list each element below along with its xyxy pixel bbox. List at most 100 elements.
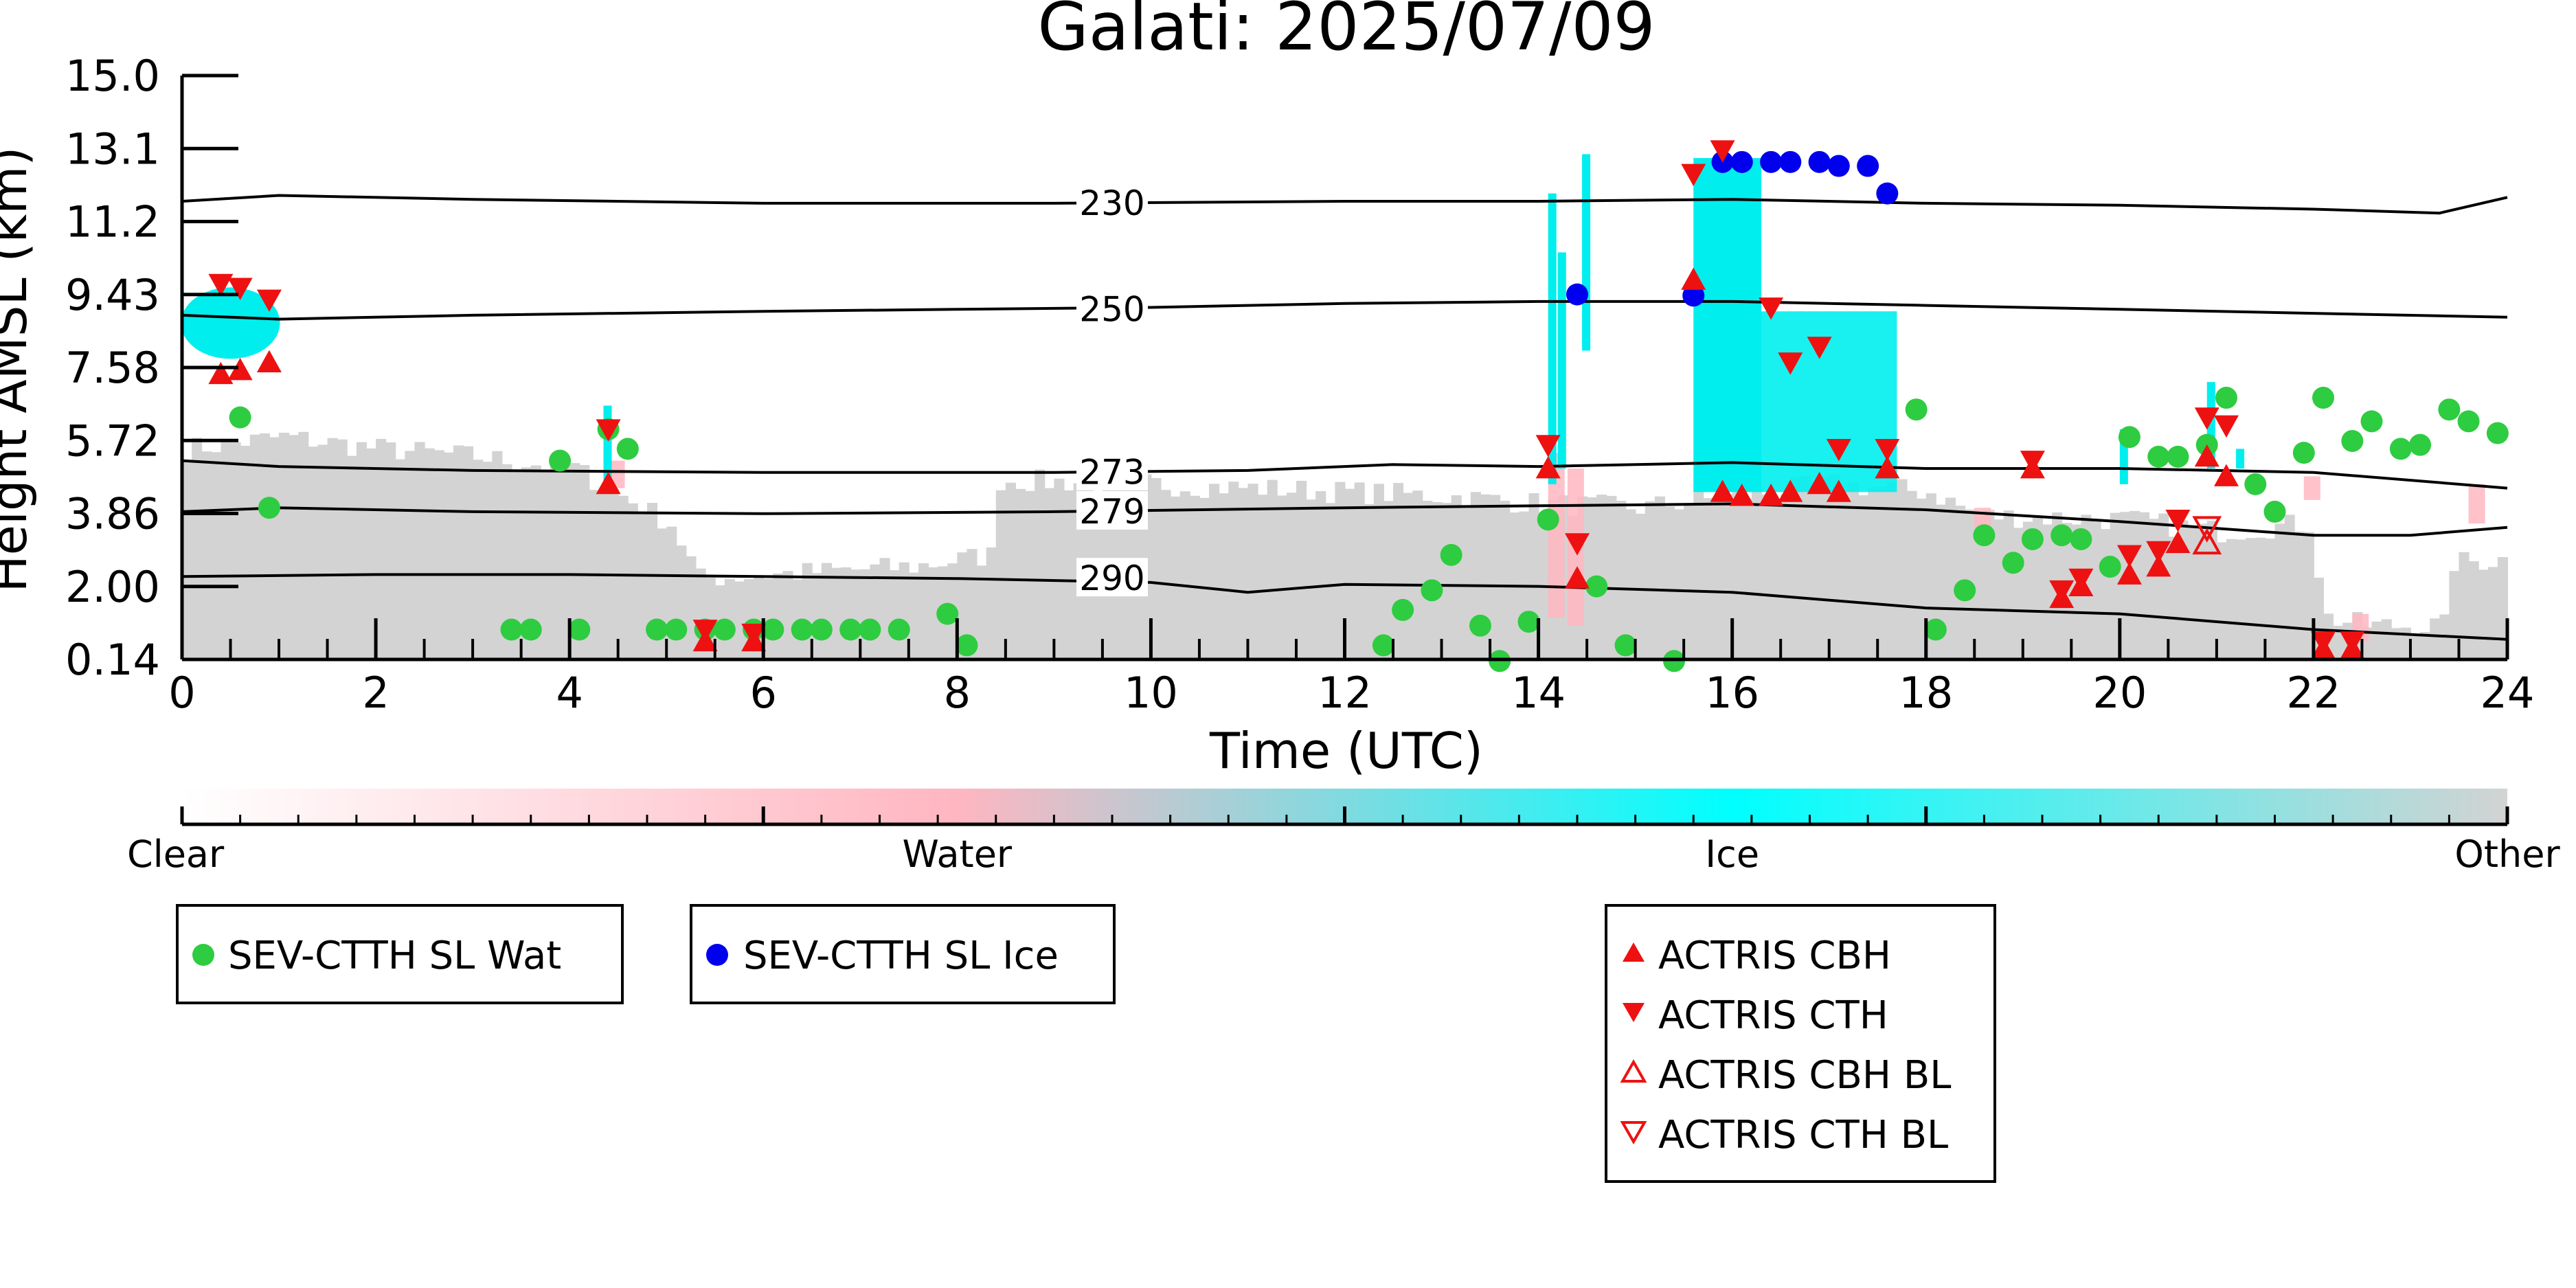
- cloud-column: [2139, 512, 2150, 659]
- marker-actris-cbh: [1565, 566, 1590, 589]
- y-tick-label: 9.43: [65, 270, 160, 320]
- cloud-column: [1354, 482, 1365, 659]
- cloud-column: [2149, 519, 2160, 659]
- cloud-column: [2255, 537, 2266, 659]
- cloud-column: [530, 465, 541, 659]
- contour-label: 230: [1079, 183, 1144, 223]
- marker-actris-cbh: [256, 350, 282, 372]
- marker-sev-ctth-sl-ice: [1760, 150, 1783, 173]
- cloud-column: [1645, 501, 1656, 659]
- cloud-column: [414, 442, 425, 659]
- cloud-column: [976, 565, 987, 659]
- cloud-column: [986, 547, 997, 659]
- y-tick-label: 2.00: [65, 562, 160, 612]
- marker-actris-cth: [1759, 297, 1784, 320]
- cloud-column: [676, 545, 687, 659]
- cloud-column: [1741, 498, 1752, 659]
- marker-actris-cth: [2020, 451, 2045, 473]
- marker-sev-ctth-sl-ice: [1779, 150, 1802, 173]
- cloud-column: [1344, 488, 1355, 659]
- cloud-column: [1403, 493, 1414, 659]
- cloud-column: [337, 439, 348, 659]
- marker-sev-ctth-sl-ice: [1566, 283, 1588, 306]
- marker-actris-cbh: [1875, 456, 1900, 479]
- contour-label-bg: [1076, 182, 1148, 221]
- cloud-column: [240, 445, 251, 659]
- cloud-column: [637, 514, 648, 659]
- cloud-column: [249, 434, 260, 659]
- marker-sev-ctth-sl-wat: [258, 497, 280, 519]
- cloud-column: [1635, 513, 1646, 659]
- marker-sev-ctth-sl-wat: [1469, 614, 1491, 637]
- cloud-column: [1809, 483, 1820, 659]
- cloud-column: [1199, 497, 1210, 659]
- marker-sev-ctth-sl-wat: [2292, 442, 2315, 464]
- cloud-column: [1654, 496, 1665, 659]
- marker-actris-cbh: [1759, 484, 1784, 506]
- cloud-column: [1025, 490, 1036, 659]
- legend-label-ice: SEV-CTTH SL Ice: [743, 934, 1059, 978]
- cloud-column: [327, 438, 338, 659]
- cloud-column: [1916, 498, 1927, 659]
- cloud-column: [1781, 494, 1792, 659]
- marker-actris-cth-bl: [2192, 516, 2222, 543]
- cloud-column: [889, 570, 900, 659]
- marker-sev-ctth-sl-wat: [229, 406, 251, 429]
- cloud-column: [2459, 552, 2470, 659]
- legend-marker-ice: [706, 944, 728, 966]
- marker-actris-cbh: [2194, 444, 2219, 467]
- marker-sev-ctth-sl-wat: [2457, 410, 2480, 433]
- cloud-column: [521, 467, 532, 659]
- legend-label-cbh-bl: ACTRIS CBH BL: [1658, 1053, 1951, 1098]
- legend-actris: ACTRIS CBH ACTRIS CTH ACTRIS CBH BL ACTR…: [1605, 904, 1996, 1183]
- cloud-column: [2274, 523, 2285, 659]
- cloud-column: [841, 567, 852, 659]
- cloud-column: [1035, 469, 1046, 659]
- cloud-column: [1693, 491, 1704, 659]
- cloud-column: [1393, 483, 1404, 659]
- cloud-column: [2430, 618, 2441, 659]
- cloud-column: [1790, 477, 1801, 659]
- cloud-column: [1063, 490, 1074, 659]
- cloud-column: [463, 446, 474, 659]
- cloud-column: [1664, 506, 1675, 659]
- contour-line: [181, 194, 2508, 215]
- x-axis-title: Time (UTC): [1209, 722, 1483, 780]
- ice-streak: [1582, 154, 1591, 351]
- marker-sev-ctth-sl-wat: [500, 618, 523, 641]
- marker-sev-ctth-sl-wat: [956, 634, 978, 657]
- marker-sev-ctth-sl-wat: [791, 618, 813, 641]
- cloud-column: [967, 549, 978, 659]
- marker-actris-cbh: [1778, 479, 1803, 502]
- cloud-column: [1219, 493, 1230, 659]
- cloud-column: [1490, 495, 1501, 659]
- marker-sev-ctth-sl-wat: [2147, 445, 2170, 468]
- cloud-column: [928, 567, 939, 659]
- cloud-column: [2381, 619, 2392, 659]
- cloud-column: [376, 438, 387, 659]
- marker-actris-cth: [1681, 163, 1706, 187]
- marker-sev-ctth-sl-wat: [616, 438, 639, 460]
- cloud-column: [1858, 495, 1869, 659]
- cloud-column: [1906, 490, 1917, 659]
- cloud-column: [1238, 488, 1249, 659]
- cloud-column: [473, 460, 484, 659]
- marker-actris-cbh: [1535, 456, 1561, 479]
- cloud-column: [995, 490, 1006, 659]
- legend-label-cth-bl: ACTRIS CTH BL: [1658, 1113, 1948, 1157]
- marker-actris-cth: [596, 419, 621, 442]
- cloud-column: [1160, 490, 1171, 659]
- marker-actris-cbh: [2116, 562, 2142, 585]
- cloud-column: [1984, 510, 1995, 659]
- cloud-column: [1412, 490, 1423, 659]
- ice-streak: [2236, 449, 2245, 469]
- marker-actris-cth: [2213, 415, 2239, 438]
- cloud-column: [811, 573, 822, 659]
- cloud-column: [1170, 496, 1181, 659]
- ice-streak: [1548, 193, 1557, 484]
- legend-marker-cbh: [1623, 942, 1645, 962]
- marker-actris-cth: [1535, 435, 1561, 457]
- y-tick-label: 3.86: [65, 489, 160, 539]
- cloud-column: [1460, 508, 1471, 659]
